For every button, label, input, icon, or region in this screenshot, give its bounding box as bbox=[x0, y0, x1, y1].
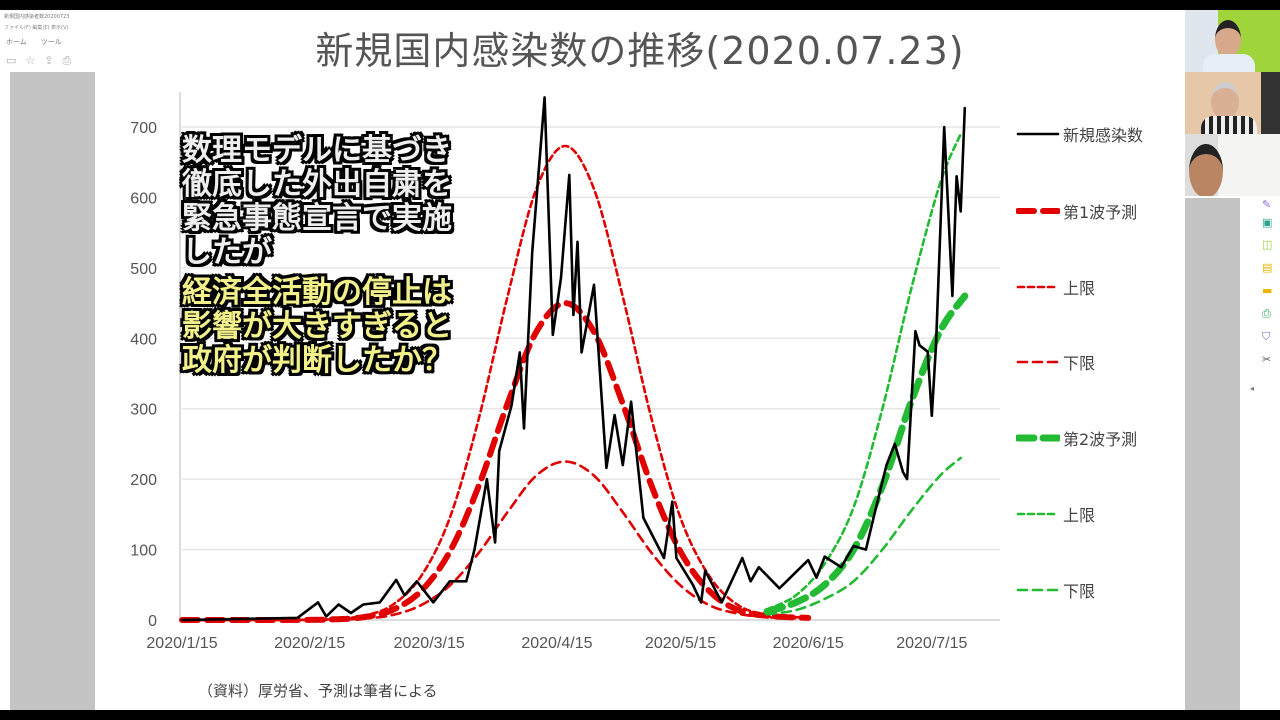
caption-line-highlight: 政府が判断したか？ bbox=[182, 343, 452, 378]
y-tick-label: 700 bbox=[130, 120, 157, 137]
legend-label: 上限 bbox=[1063, 506, 1096, 525]
series-line-3 bbox=[180, 460, 810, 622]
participant-body bbox=[1201, 116, 1257, 134]
y-tick-label: 400 bbox=[130, 331, 157, 348]
series-line-0 bbox=[180, 96, 967, 622]
tab-home[interactable]: ホーム bbox=[6, 38, 27, 46]
menu-bar: ファイル(F) 編集(E) 表示(V) bbox=[4, 24, 68, 31]
y-tick-label: 600 bbox=[130, 190, 157, 207]
series-line-6 bbox=[765, 456, 962, 616]
series-line-1 bbox=[179, 300, 812, 623]
legend-label: 下限 bbox=[1063, 582, 1096, 601]
document-background bbox=[10, 72, 95, 710]
y-tick-label: 300 bbox=[130, 402, 157, 419]
legend-item: 上限 bbox=[1016, 502, 1095, 526]
x-tick-label: 2020/2/15 bbox=[274, 635, 345, 652]
legend-item: 第1波予測 bbox=[1016, 199, 1137, 223]
x-tick-label: 2020/3/15 bbox=[394, 635, 465, 652]
legend-label: 第2波予測 bbox=[1063, 430, 1138, 449]
print-production-icon[interactable]: ⎙ bbox=[1262, 307, 1271, 320]
series-line-2 bbox=[180, 144, 810, 622]
legend-swatch bbox=[1016, 512, 1060, 516]
legend-label: 下限 bbox=[1063, 354, 1096, 373]
participant-face bbox=[1215, 20, 1241, 58]
comment-icon[interactable]: ▬ bbox=[1262, 284, 1273, 297]
caption-line-highlight: 経済全活動の停止は bbox=[182, 275, 452, 310]
x-tick-label: 2020/7/15 bbox=[896, 635, 967, 652]
legend-label: 第1波予測 bbox=[1063, 203, 1138, 222]
participant-face bbox=[1211, 82, 1239, 120]
menu-view[interactable]: 表示(V) bbox=[51, 25, 69, 31]
x-tick-label: 2020/6/15 bbox=[773, 635, 844, 652]
viewer-toolbar: ▭ ☆ ⇪ ⎙ bbox=[6, 54, 80, 68]
caption-line: 数理モデルに基づき bbox=[182, 133, 452, 168]
legend-swatch bbox=[1016, 360, 1060, 364]
legend-item: 上限 bbox=[1016, 275, 1095, 299]
caption-line: したが bbox=[182, 235, 272, 270]
viewer-tabs: ホーム ツール bbox=[6, 37, 76, 47]
legend-swatch bbox=[1016, 434, 1060, 442]
caption-overlay: 数理モデルに基づき 徹底した外出自粛を 緊急事態宣言で実施 したが 経済全活動の… bbox=[182, 134, 452, 378]
more-tools-icon[interactable]: ✂ bbox=[1262, 353, 1272, 366]
legend-label: 上限 bbox=[1063, 279, 1096, 298]
source-note: （資料）厚労省、予測は筆者による bbox=[198, 682, 438, 700]
participant-video-1[interactable] bbox=[1185, 10, 1280, 72]
legend-swatch bbox=[1016, 132, 1060, 136]
star-icon[interactable]: ☆ bbox=[25, 54, 36, 67]
x-tick-label: 2020/5/15 bbox=[645, 635, 716, 652]
protect-icon[interactable]: ⛉ bbox=[1262, 330, 1271, 343]
save-icon[interactable]: ▭ bbox=[6, 54, 17, 67]
participant-body bbox=[1203, 54, 1255, 72]
file-name: 新規国内感染者数20200723 bbox=[4, 14, 70, 20]
legend-item: 下限 bbox=[1016, 350, 1095, 374]
x-tick-label: 2020/1/15 bbox=[146, 635, 217, 652]
create-pdf-icon[interactable]: ▤ bbox=[1262, 261, 1273, 274]
collapse-panel-icon[interactable]: ◂ bbox=[1250, 384, 1255, 393]
y-tick-label: 200 bbox=[130, 472, 157, 489]
participant-video-3[interactable] bbox=[1185, 134, 1280, 196]
caption-line: 緊急事態宣言で実施 bbox=[182, 201, 452, 236]
legend-item: 第2波予測 bbox=[1016, 426, 1137, 450]
caption-line: 徹底した外出自粛を bbox=[182, 167, 452, 202]
document-background-right bbox=[1185, 198, 1240, 710]
participant-video-2[interactable] bbox=[1185, 72, 1280, 134]
y-tick-label: 500 bbox=[130, 261, 157, 278]
y-tick-label: 0 bbox=[148, 613, 157, 630]
caption-line-highlight: 影響が大きすぎると bbox=[182, 309, 452, 344]
legend-item: 新規感染数 bbox=[1016, 122, 1143, 146]
y-tick-label: 100 bbox=[130, 543, 157, 560]
chart-title: 新規国内感染数の推移(2020.07.23) bbox=[315, 29, 965, 73]
series-line-5 bbox=[765, 132, 962, 611]
participant-videos bbox=[1185, 10, 1280, 198]
video-letterbox-bottom bbox=[0, 710, 1280, 720]
legend-swatch bbox=[1016, 208, 1060, 214]
tab-tools[interactable]: ツール bbox=[40, 38, 62, 46]
organize-pages-icon[interactable]: ◫ bbox=[1262, 238, 1273, 251]
export-pdf-icon[interactable]: ▣ bbox=[1262, 216, 1273, 229]
legend-swatch bbox=[1016, 588, 1060, 592]
menu-file[interactable]: ファイル(F) bbox=[4, 25, 31, 31]
x-tick-label: 2020/4/15 bbox=[521, 635, 592, 652]
menu-edit[interactable]: 編集(E) bbox=[32, 25, 50, 31]
legend-item: 下限 bbox=[1016, 578, 1095, 602]
sign-icon[interactable]: ✎ bbox=[1262, 198, 1272, 211]
video-letterbox-top bbox=[0, 0, 1280, 10]
upload-icon[interactable]: ⇪ bbox=[44, 54, 54, 67]
legend-label: 新規感染数 bbox=[1063, 126, 1144, 145]
tools-sidebar: ✎ ▣ ◫ ▤ ▬ ⎙ ⛉ ✂ ◂ bbox=[1240, 198, 1280, 710]
legend-swatch bbox=[1016, 285, 1060, 289]
participant-face bbox=[1189, 144, 1223, 196]
pdf-viewer-left-pane: 新規国内感染者数20200723 ファイル(F) 編集(E) 表示(V) ホーム… bbox=[0, 10, 95, 710]
print-icon[interactable]: ⎙ bbox=[62, 54, 72, 67]
